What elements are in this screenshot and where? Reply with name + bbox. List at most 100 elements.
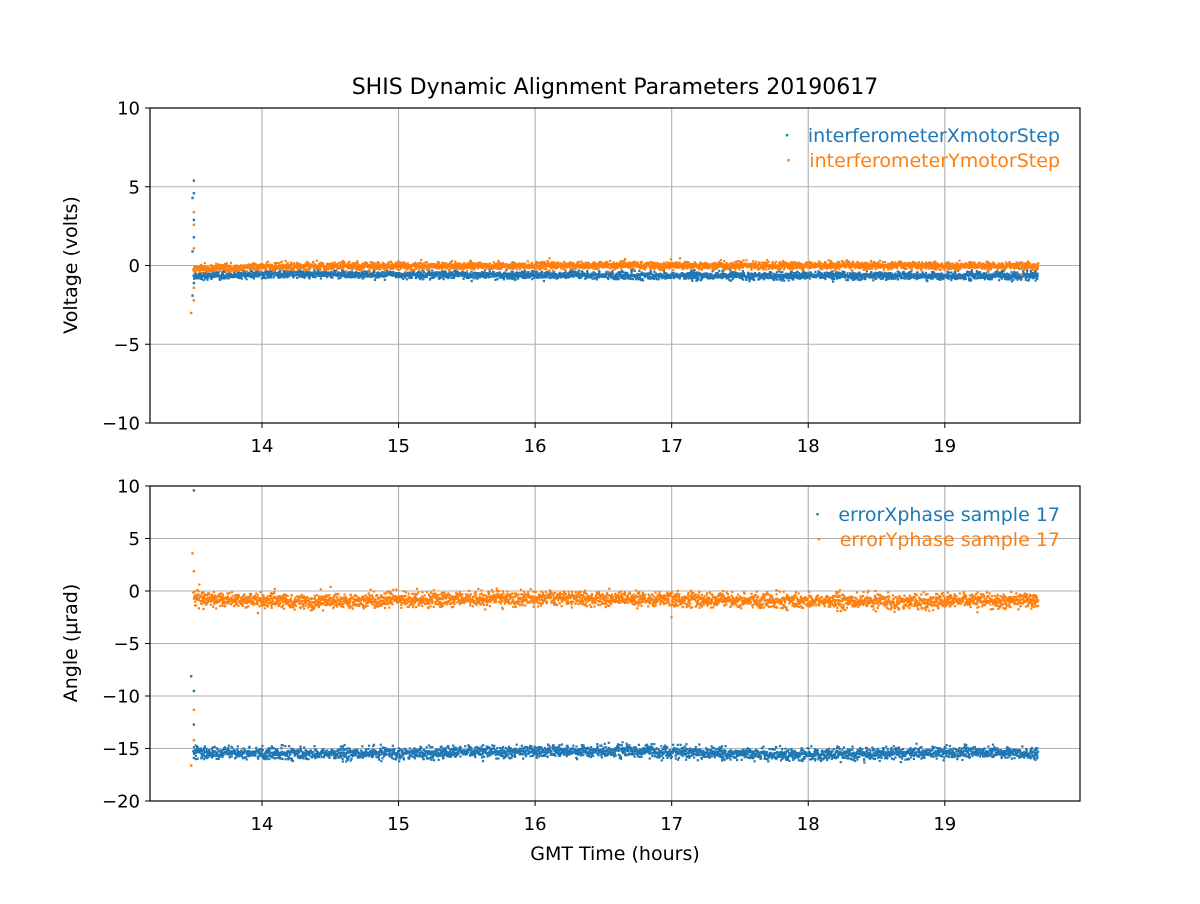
data-point bbox=[373, 271, 375, 273]
data-point bbox=[642, 279, 644, 281]
data-point bbox=[861, 278, 863, 280]
data-point bbox=[971, 269, 973, 271]
data-point bbox=[348, 261, 350, 263]
data-point bbox=[843, 271, 845, 273]
data-point bbox=[743, 272, 745, 274]
data-point bbox=[328, 263, 330, 265]
data-point bbox=[531, 278, 533, 280]
data-point bbox=[776, 271, 778, 273]
data-point bbox=[448, 276, 450, 278]
data-point bbox=[773, 279, 775, 281]
data-point bbox=[650, 270, 652, 272]
y-tick-label: −5 bbox=[113, 335, 140, 356]
data-point bbox=[697, 277, 699, 279]
data-point bbox=[622, 271, 624, 273]
data-point bbox=[441, 269, 443, 271]
data-point bbox=[734, 271, 736, 273]
data-point bbox=[847, 279, 849, 281]
data-point bbox=[230, 262, 232, 264]
data-point bbox=[451, 277, 453, 279]
data-point bbox=[539, 268, 541, 270]
data-point bbox=[552, 270, 554, 272]
data-point bbox=[599, 261, 601, 263]
data-point bbox=[602, 266, 604, 268]
data-point bbox=[347, 276, 349, 278]
data-point bbox=[844, 277, 846, 279]
data-point bbox=[511, 278, 513, 280]
data-point bbox=[204, 262, 206, 264]
y-tick-label: −10 bbox=[102, 414, 140, 435]
data-point bbox=[345, 270, 347, 272]
data-point bbox=[950, 271, 952, 273]
data-point bbox=[618, 278, 620, 280]
data-point bbox=[293, 269, 295, 271]
data-point bbox=[283, 276, 285, 278]
data-point bbox=[312, 261, 314, 263]
data-point bbox=[735, 276, 737, 278]
data-point bbox=[245, 278, 247, 280]
data-point bbox=[880, 278, 882, 280]
data-point bbox=[331, 277, 333, 279]
data-point bbox=[833, 278, 835, 280]
data-point bbox=[966, 270, 968, 272]
data-point bbox=[872, 279, 874, 281]
data-point bbox=[543, 280, 545, 282]
data-point bbox=[265, 267, 267, 269]
data-point bbox=[899, 272, 901, 274]
data-point bbox=[900, 277, 902, 279]
data-point bbox=[470, 271, 472, 273]
data-point bbox=[396, 268, 398, 270]
data-point bbox=[1036, 273, 1038, 275]
data-point bbox=[363, 276, 365, 278]
data-point bbox=[832, 281, 834, 283]
data-point bbox=[259, 270, 261, 272]
data-point bbox=[496, 278, 498, 280]
data-point bbox=[824, 278, 826, 280]
y-tick-label: 0 bbox=[129, 256, 140, 277]
data-point bbox=[466, 262, 468, 264]
outlier-point bbox=[191, 250, 193, 252]
data-point bbox=[503, 276, 505, 278]
data-point bbox=[926, 280, 928, 282]
data-point bbox=[676, 273, 678, 275]
data-point bbox=[319, 268, 321, 270]
data-point bbox=[506, 268, 508, 270]
data-point bbox=[304, 277, 306, 279]
data-point bbox=[226, 262, 228, 264]
data-point bbox=[574, 268, 576, 270]
data-point bbox=[783, 280, 785, 282]
data-point bbox=[440, 277, 442, 279]
data-point bbox=[592, 267, 594, 269]
data-point bbox=[1036, 278, 1038, 280]
data-point bbox=[517, 277, 519, 279]
data-point bbox=[788, 279, 790, 281]
data-point bbox=[241, 278, 243, 280]
data-point bbox=[565, 269, 567, 271]
data-point bbox=[625, 278, 627, 280]
data-point bbox=[273, 275, 275, 277]
data-point bbox=[206, 279, 208, 281]
data-point bbox=[819, 272, 821, 274]
data-point bbox=[222, 264, 224, 266]
outlier-point bbox=[191, 294, 193, 296]
data-point bbox=[384, 270, 386, 272]
data-point bbox=[776, 279, 778, 281]
data-point bbox=[1037, 275, 1039, 277]
data-point bbox=[525, 274, 527, 276]
data-point bbox=[259, 266, 261, 268]
data-point bbox=[426, 261, 428, 263]
data-point bbox=[494, 279, 496, 281]
data-point bbox=[413, 269, 415, 271]
data-point bbox=[897, 278, 899, 280]
data-point bbox=[656, 278, 658, 280]
data-point bbox=[199, 271, 201, 273]
data-point bbox=[235, 270, 237, 272]
data-point bbox=[281, 261, 283, 263]
data-point bbox=[246, 270, 248, 272]
data-point bbox=[1006, 273, 1008, 275]
data-point bbox=[326, 276, 328, 278]
data-point bbox=[864, 278, 866, 280]
data-point bbox=[524, 270, 526, 272]
data-point bbox=[451, 260, 453, 262]
